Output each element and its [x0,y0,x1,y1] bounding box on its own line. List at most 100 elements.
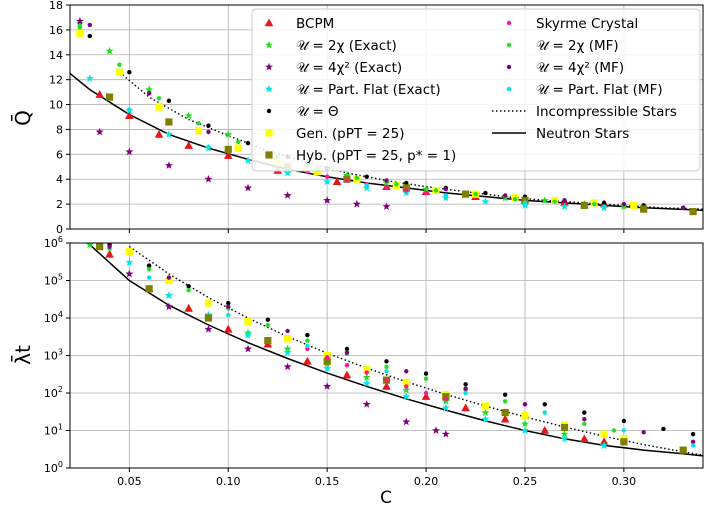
hyb-ppt-25-p-1-point [323,357,331,365]
2-mf-point [235,139,241,145]
legend-label: 𝒰 = Θ [296,104,339,120]
bcpm-point [95,90,104,98]
skyrme-crystal-point [384,185,389,191]
y-tick-label: 16 [49,24,63,37]
y-tick-label: 105 [44,273,63,288]
4-exact-point [362,400,371,408]
skyrme-crystal-point [324,355,330,360]
top-y-axis-label: Q̄ [10,110,35,126]
4-exact-point [95,127,104,136]
-point [404,180,409,186]
4-mf-point [344,350,350,355]
part-flat-exact-point [323,177,332,186]
skyrme-crystal-point [423,190,429,196]
2-mf-point [473,191,478,197]
part-flat-mf-point [146,275,152,280]
2-mf-point [611,428,617,433]
legend-item-part-flat-mf: 𝒰 = Part. Flat (MF) [506,82,663,98]
skyrme-crystal-point [364,370,369,375]
legend-marker [265,84,273,93]
2-mf-point [512,196,518,202]
skyrme-crystal-point [344,363,350,368]
4-exact-point [323,196,332,204]
bcpm-point [332,177,342,186]
part-flat-mf-point [542,410,547,415]
legend-marker [506,64,512,70]
x-tick-label: 0.05 [117,475,142,488]
y-tick-label: 12 [49,74,63,87]
4-mf-point [681,205,686,211]
bcpm-point [125,111,134,120]
y-tick-label: 102 [44,385,63,400]
gen-ppt-25-point [165,276,173,285]
skyrme-crystal-point [404,384,409,389]
y-tick-label: 10 [49,99,63,112]
legend-label: Neutron Stars [536,126,629,142]
2-mf-point [196,121,201,126]
part-flat-exact-point [164,130,173,138]
2-mf-point [305,338,310,343]
skyrme-crystal-point [443,396,449,402]
bcpm-point [382,381,391,390]
part-flat-mf-point [522,200,528,206]
4-mf-point [502,193,508,198]
top-frame [69,4,704,230]
part-flat-mf-point [364,183,369,188]
skyrme-crystal-series [305,346,449,402]
legend-label: Hyb. (pPT = 25, p* = 1) [296,148,456,164]
4-exact-point [164,302,173,311]
-point [384,359,389,364]
part-flat-exact-point [323,364,332,372]
4-mf-point [384,178,389,183]
legend-label: 𝒰 = 2χ (Exact) [296,38,397,54]
4-exact-point [75,16,84,25]
2-mf-point [265,322,271,328]
4-mf-point [146,91,152,96]
4-mf-point [641,430,646,435]
part-flat-exact-point [244,330,253,339]
4-mf-point [206,129,211,135]
legend-item-part-flat-exact: 𝒰 = Part. Flat (Exact) [265,82,441,98]
hyb-ppt-25-p-1-point [560,423,569,432]
x-tick-label: 0.25 [513,475,538,488]
2-mf-point [156,96,162,101]
legend-label: 𝒰 = 4χ² (MF) [536,60,624,76]
4-exact-series [125,269,450,438]
gen-ppt-25-point [402,378,410,387]
part-flat-exact-point [481,197,490,206]
part-flat-exact-point [520,426,529,434]
y-tick-label: 103 [44,348,63,363]
bottom-markers [85,243,696,454]
part-flat-mf-point [127,107,132,112]
-point [166,98,172,104]
hyb-ppt-25-p-1-point [679,446,687,454]
part-flat-mf-point [621,428,627,433]
legend-item-incompressible-stars: Incompressible Stars [492,104,677,120]
skyrme-crystal-point [404,188,409,193]
legend-marker [266,108,272,114]
y-tick-label: 14 [49,49,63,62]
4-exact-point [125,147,134,156]
2-mf-point [502,399,508,404]
bcpm-point [500,414,510,423]
hyb-ppt-25-p-1-point [105,93,114,101]
part-flat-exact-point [600,441,609,449]
4-exact-point [352,199,361,208]
bcpm-point [540,426,550,434]
2-exact-point [105,46,114,55]
bcpm-point [105,249,114,258]
part-flat-exact-point [441,403,450,412]
4-mf-point [107,244,112,249]
2-exact-point [422,184,431,193]
-point [127,70,132,75]
legend-label: BCPM [296,16,334,32]
x-tick-label: 0.20 [414,475,439,488]
hyb-ppt-25-p-1-point [145,285,153,293]
2-exact-point [342,171,351,179]
legend-marker [264,18,274,27]
legend-label: 𝒰 = 4χ² (Exact) [296,60,402,76]
x-tick-label: 0.15 [315,475,340,488]
legend-item-4-exact: 𝒰 = 4χ² (Exact) [265,60,402,76]
legend-item-gen-ppt-25: Gen. (pPT = 25) [265,126,404,142]
